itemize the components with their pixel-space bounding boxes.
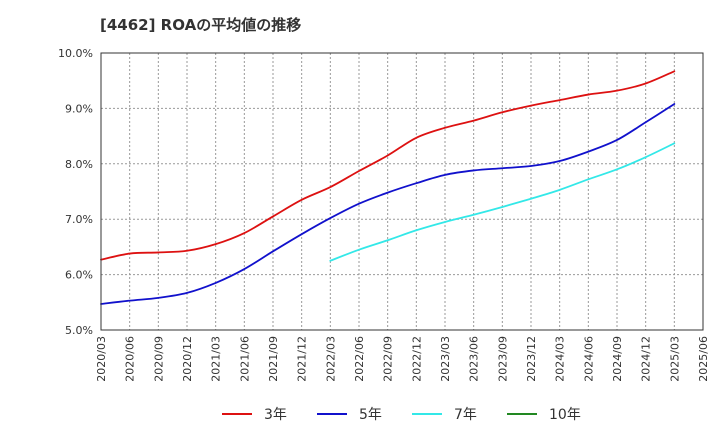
legend-label: 10年 xyxy=(549,407,581,423)
series-line-3 xyxy=(329,142,676,262)
y-axis: 5.0% 6.0% 7.0% 8.0% 9.0% 10.0% xyxy=(58,47,93,337)
y-tick-label: 10.0% xyxy=(58,47,93,60)
y-tick-label: 5.0% xyxy=(65,324,93,337)
x-tick-label: 2020/12 xyxy=(181,336,194,382)
plot-area xyxy=(101,53,703,330)
legend-label: 5年 xyxy=(359,407,382,423)
y-tick-label: 6.0% xyxy=(65,269,93,282)
x-tick-label: 2023/09 xyxy=(496,336,509,382)
x-tick-label: 2023/06 xyxy=(468,336,481,382)
x-tick-label: 2025/03 xyxy=(668,336,681,382)
x-tick-label: 2025/06 xyxy=(697,336,710,382)
x-tick-label: 2023/12 xyxy=(525,336,538,382)
y-tick-label: 7.0% xyxy=(65,213,93,226)
x-axis: 2020/03 2020/06 2020/09 2020/12 2021/03 2021/… xyxy=(95,336,710,382)
series-lines xyxy=(100,70,676,305)
x-tick-label: 2021/03 xyxy=(210,336,223,382)
x-tick-label: 2024/03 xyxy=(554,336,567,382)
series-line-1 xyxy=(100,70,676,261)
x-tick-label: 2020/06 xyxy=(124,336,137,382)
series-line-2 xyxy=(100,103,676,305)
x-tick-label: 2024/09 xyxy=(611,336,624,382)
x-tick-label: 2023/03 xyxy=(439,336,452,382)
legend-label: 7年 xyxy=(454,407,477,423)
x-tick-label: 2020/03 xyxy=(95,336,108,382)
x-tick-label: 2024/06 xyxy=(582,336,595,382)
chart-title: [4462] ROAの平均値の推移 xyxy=(100,16,301,34)
x-tick-label: 2020/09 xyxy=(152,336,165,382)
x-tick-label: 2021/09 xyxy=(267,336,280,382)
plot-frame xyxy=(100,52,704,331)
x-tick-label: 2021/12 xyxy=(296,336,309,382)
x-tick-label: 2022/03 xyxy=(324,336,337,382)
y-tick-label: 8.0% xyxy=(65,158,93,171)
y-tick-label: 9.0% xyxy=(65,102,93,115)
x-tick-label: 2022/12 xyxy=(410,336,423,382)
x-tick-label: 2022/09 xyxy=(382,336,395,382)
x-tick-label: 2021/06 xyxy=(238,336,251,382)
x-tick-label: 2024/12 xyxy=(640,336,653,382)
x-tick-label: 2022/06 xyxy=(353,336,366,382)
legend-label: 3年 xyxy=(264,407,287,423)
legend: 3年 5年 7年 10年 xyxy=(222,407,581,423)
